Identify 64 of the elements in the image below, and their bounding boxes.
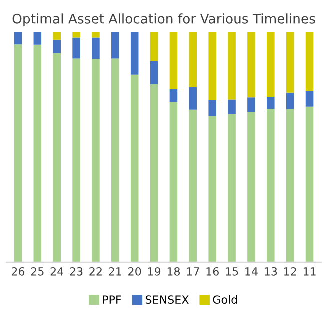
bar [92,59,100,262]
bar [150,32,158,62]
bar [112,58,120,262]
chart-title: Optimal Asset Allocation for Various Timelines [12,14,316,26]
x-tick-label: 14 [246,268,258,276]
bar [189,110,198,262]
bar [208,116,216,262]
bar [72,32,80,38]
bar [92,38,100,60]
bar [228,32,236,100]
x-tick-label: 15 [226,268,238,276]
bar [306,106,314,262]
bar [170,89,178,102]
bar [248,98,256,112]
x-tick-label: 23 [70,267,83,276]
bar [14,32,22,45]
bar [306,32,314,92]
legend-label: Gold [213,295,238,304]
bar [150,84,158,262]
legend-label: PPF [103,296,122,304]
bar [267,109,275,262]
bar [267,32,275,97]
bar [286,32,294,93]
x-tick-label: 25 [31,267,44,276]
x-tick-label: 13 [265,267,278,276]
x-tick-label: 19 [148,267,161,276]
x-tick-label: 16 [206,267,219,276]
x-tick-label: 12 [284,267,296,276]
bar [53,32,61,40]
bar [208,32,216,100]
bar [112,32,120,59]
x-tick-label: 11 [304,268,316,276]
bar [228,100,236,114]
bar [72,58,80,262]
bar [189,32,198,88]
bar [53,40,61,54]
bar [267,96,275,110]
bar [189,87,198,110]
x-tick-label: 20 [128,267,142,276]
bar [130,74,139,262]
bar [170,32,178,90]
legend-label: SENSEX [146,296,189,304]
x-tick-label: 18 [168,267,180,276]
x-tick-label: 26 [12,267,25,276]
bar [34,44,42,262]
bar [14,44,22,262]
bar [286,92,294,110]
bar [92,32,100,38]
bar [130,32,139,75]
bar [228,114,236,262]
bar [53,53,61,262]
bar [286,109,294,262]
bar [248,112,256,262]
bar [248,32,256,98]
x-tick-label: 22 [90,267,102,276]
bar [150,61,158,85]
x-tick-label: 21 [109,267,122,276]
bar [34,32,42,45]
x-tick-label: 24 [50,267,64,276]
bar [306,91,314,107]
x-tick-label: 17 [187,268,200,276]
bar [72,38,80,59]
bar [170,102,178,262]
bar [208,100,216,116]
